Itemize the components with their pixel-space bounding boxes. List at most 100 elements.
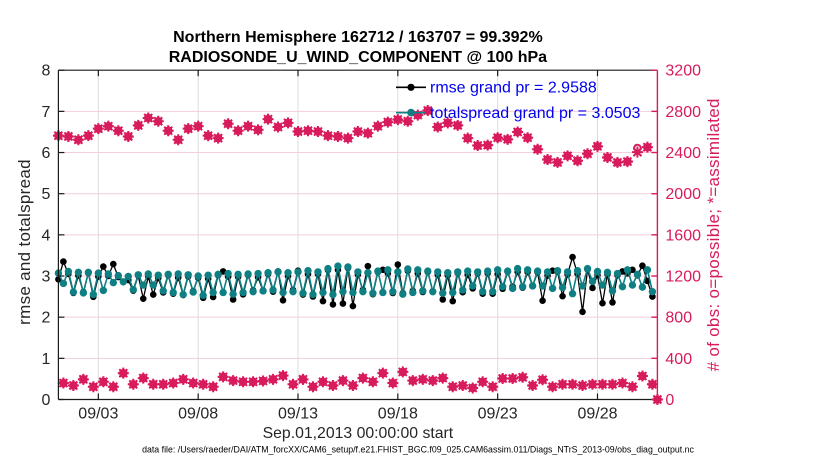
obs-assimilated-marker [302, 125, 314, 137]
obs-assimilated-marker [512, 126, 524, 138]
obs-assimilated-marker [412, 109, 424, 121]
data-file-footer: data file: /Users/raeder/DAI/ATM_forcXX/… [142, 445, 694, 455]
totalspread-marker [344, 263, 352, 271]
totalspread-marker [434, 268, 442, 276]
totalspread-marker [379, 288, 387, 297]
obs-assimilated-marker [307, 381, 319, 393]
totalspread-marker [598, 281, 607, 289]
obs-assimilated-marker [97, 376, 109, 388]
x-tick-label: 09/13 [278, 406, 318, 423]
obs-assimilated-marker [322, 130, 334, 142]
totalspread-marker [244, 270, 252, 278]
totalspread-marker [294, 268, 302, 276]
totalspread-marker [284, 269, 292, 277]
totalspread-marker [124, 272, 132, 281]
totalspread-marker [578, 282, 587, 290]
rmse-marker [229, 296, 237, 303]
totalspread-marker [518, 283, 527, 291]
totalspread-marker [139, 281, 147, 289]
obs-assimilated-marker [442, 117, 454, 129]
totalspread-marker [59, 279, 68, 288]
obs-assimilated-marker [227, 375, 239, 387]
totalspread-marker [429, 287, 437, 296]
rmse-marker [439, 296, 447, 303]
obs-assimilated-marker [217, 371, 229, 383]
obs-assimilated-marker [292, 126, 304, 138]
obs-assimilated-marker [337, 375, 349, 387]
totalspread-marker [503, 267, 512, 275]
obs-assimilated-marker [437, 372, 449, 384]
obs-assimilated-marker [317, 376, 329, 388]
obs-assimilated-marker [192, 120, 204, 132]
obs-assimilated-marker [87, 381, 99, 393]
obs-assimilated-marker [122, 130, 134, 142]
rmse-marker [394, 261, 402, 268]
obs-assimilated-marker [382, 116, 394, 128]
totalspread-marker [254, 269, 262, 278]
obs-assimilated-marker [212, 132, 224, 144]
totalspread-marker [643, 266, 652, 274]
obs-assimilated-marker [377, 367, 389, 379]
totalspread-marker [444, 269, 452, 277]
obs-assimilated-marker [352, 126, 364, 138]
x-tick-label: 09/08 [178, 406, 218, 423]
totalspread-marker [164, 270, 172, 279]
rmse-marker [639, 262, 646, 270]
obs-assimilated-marker [422, 105, 434, 117]
obs-assimilated-marker [332, 130, 344, 142]
obs-assimilated-marker [552, 156, 564, 168]
x-tick-label: 09/18 [378, 406, 418, 423]
obs-assimilated-marker [147, 378, 159, 390]
rmse-marker [364, 262, 372, 270]
totalspread-marker [613, 269, 622, 278]
totalspread-marker [274, 268, 282, 276]
totalspread-marker [224, 269, 232, 278]
y-tick-label-left: 2 [41, 310, 50, 327]
obs-assimilated-marker [537, 374, 549, 386]
totalspread-marker [349, 288, 357, 297]
axes-layer [57, 69, 659, 401]
totalspread-marker [523, 266, 532, 274]
totalspread-marker [513, 264, 522, 273]
obs-assimilated-marker [82, 130, 94, 142]
totalspread-marker [329, 290, 337, 299]
totalspread-marker [618, 283, 627, 291]
obs-assimilated-marker [482, 139, 494, 151]
obs-assimilated-marker [112, 125, 124, 137]
x-axis-label: Sep.01,2013 00:00:00 start [263, 425, 454, 442]
obs-assimilated-marker [631, 146, 643, 158]
totalspread-marker [234, 270, 242, 279]
x-tick-label: 09/28 [577, 406, 617, 423]
totalspread-marker [563, 268, 572, 276]
chart-title-line2: RADIOSONDE_U_WIND_COMPONENT @ 100 hPa [169, 49, 547, 66]
totalspread-marker [384, 266, 392, 274]
obs-assimilated-marker [641, 141, 653, 153]
obs-assimilated-marker [577, 380, 589, 392]
totalspread-marker [299, 289, 307, 297]
obs-assimilated-marker [507, 373, 519, 385]
legend-marker-totalspread [407, 108, 415, 117]
x-tick-label: 09/03 [78, 406, 118, 423]
obs-assimilated-marker [117, 367, 129, 379]
legend-label-totalspread: totalspread grand pr = 3.0503 [430, 105, 640, 122]
obs-assimilated-marker [417, 373, 429, 385]
obs-assimilated-marker [387, 377, 399, 389]
obs-assimilated-marker [492, 132, 504, 144]
obs-assimilated-marker [267, 373, 279, 385]
obs-assimilated-marker [142, 112, 154, 124]
totalspread-marker [608, 287, 617, 295]
x-tick-label: 09/23 [478, 406, 518, 423]
totalspread-marker [169, 288, 177, 297]
obs-assimilated-marker [187, 377, 199, 389]
totalspread-marker [414, 266, 422, 274]
totalspread-marker [179, 290, 187, 299]
y-tick-label-right: 800 [665, 310, 692, 327]
y-tick-label-right: 1200 [665, 269, 701, 286]
y-tick-label-right: 2000 [665, 186, 701, 203]
obs-assimilated-marker [157, 378, 169, 390]
y-tick-label-left: 1 [41, 351, 50, 368]
y-tick-label-right: 2800 [665, 104, 701, 121]
legend: rmse grand pr = 2.9588 totalspread grand… [396, 80, 640, 122]
obs-assimilated-marker [397, 366, 409, 378]
totalspread-marker [109, 278, 118, 287]
